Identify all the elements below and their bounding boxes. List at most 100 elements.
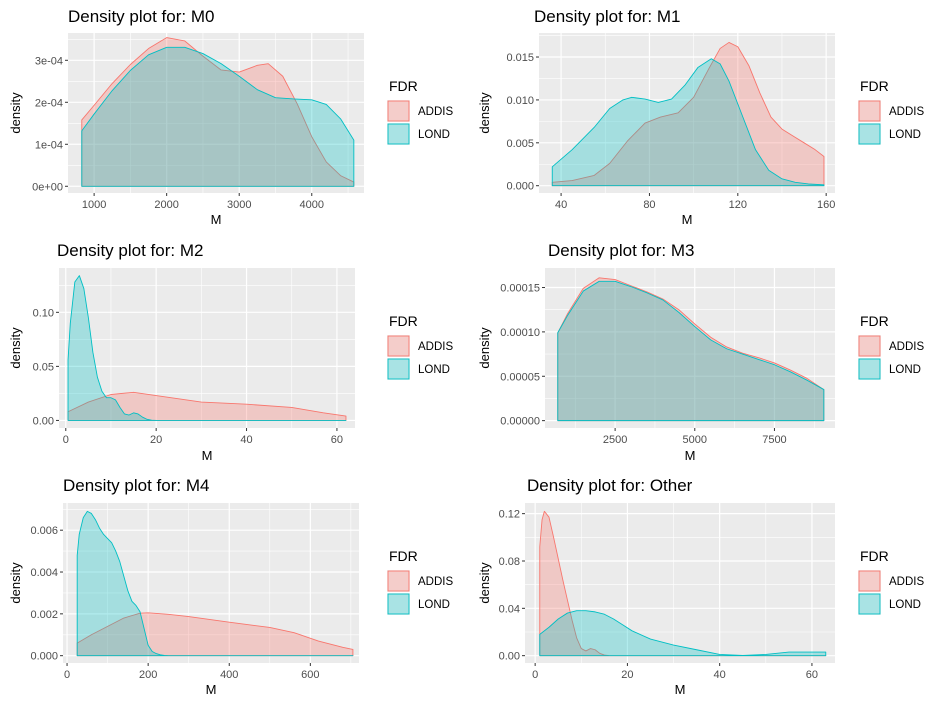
density-panel-2: 40 80 120 160 0.000 0.005 0.010 0.015 Density pl… xyxy=(477,7,924,227)
legend-key-addis xyxy=(387,570,410,592)
legend-key-addis xyxy=(858,335,881,357)
legend-label-addis: ADDIS xyxy=(889,341,924,353)
y-tick-label: 0.00010 xyxy=(500,327,540,339)
y-axis-label: density xyxy=(8,327,23,369)
legend-key-lond xyxy=(858,358,881,380)
panel-title: Density plot for: M0 xyxy=(68,7,214,26)
legend-key-lond xyxy=(387,593,410,615)
y-tick-label: 0.006 xyxy=(30,525,58,537)
legend-label-lond: LOND xyxy=(889,364,921,376)
y-tick-label: 0.000 xyxy=(30,651,58,663)
x-tick-label: 2000 xyxy=(154,199,178,211)
legend-key-lond xyxy=(858,123,881,145)
x-tick-label: 120 xyxy=(729,199,747,211)
x-tick-label: 60 xyxy=(331,434,343,446)
y-tick-label: 0.05 xyxy=(33,361,54,373)
y-tick-label: 0.015 xyxy=(506,52,534,64)
legend-label-addis: ADDIS xyxy=(418,341,453,353)
legend-key-lond xyxy=(858,593,881,615)
x-tick-label: 0 xyxy=(63,434,69,446)
legend-title: FDR xyxy=(389,78,418,94)
panel-title: Density plot for: Other xyxy=(527,476,693,495)
x-tick-label: 160 xyxy=(817,199,835,211)
legend-label-addis: ADDIS xyxy=(418,576,453,588)
y-tick-label: 0.04 xyxy=(499,603,520,615)
density-area-lond xyxy=(81,46,355,187)
y-axis-label: density xyxy=(8,92,23,134)
x-tick-label: 4000 xyxy=(300,199,324,211)
legend-key-bg xyxy=(387,100,410,122)
y-axis-label: density xyxy=(8,562,23,604)
y-tick-label: 0.004 xyxy=(30,567,58,579)
legend-key-bg xyxy=(387,358,410,380)
density-panel-3: 0 20 40 60 0.00 0.05 0.10 Density plot for: M2 M… xyxy=(8,241,453,463)
x-axis-label: M xyxy=(202,448,213,463)
y-axis-label: density xyxy=(477,92,492,134)
x-tick-label: 600 xyxy=(301,669,319,681)
legend-title: FDR xyxy=(860,78,889,94)
y-tick-label: 0.010 xyxy=(506,95,534,107)
legend-key-addis xyxy=(387,100,410,122)
x-tick-label: 60 xyxy=(806,669,818,681)
legend-key-bg xyxy=(858,100,881,122)
legend-label-addis: ADDIS xyxy=(889,106,924,118)
x-tick-label: 20 xyxy=(150,434,162,446)
legend-key-lond xyxy=(387,358,410,380)
panel-title: Density plot for: M1 xyxy=(534,7,680,26)
y-tick-label: 0.10 xyxy=(33,307,54,319)
x-tick-label: 80 xyxy=(643,199,655,211)
density-area-lond xyxy=(67,275,347,421)
panel-background xyxy=(59,268,355,428)
panel-background xyxy=(68,33,364,193)
x-tick-label: 2500 xyxy=(603,434,627,446)
y-tick-label: 0.08 xyxy=(499,556,520,568)
y-tick-label: 0.00 xyxy=(33,415,54,427)
x-tick-label: 3000 xyxy=(227,199,251,211)
density-panel-1: 1000 2000 3000 4000 0e+00 1e-04 2e-04 3e-04 Dens… xyxy=(8,7,453,227)
legend-key-bg xyxy=(387,123,410,145)
y-tick-label: 0.000 xyxy=(506,181,534,193)
legend-key-addis xyxy=(387,335,410,357)
legend-key-bg xyxy=(858,123,881,145)
density-area-addis xyxy=(557,277,825,422)
legend-key-addis xyxy=(858,100,881,122)
density-area-addis xyxy=(76,612,354,657)
density-area-lond xyxy=(557,280,825,422)
legend-title: FDR xyxy=(389,548,418,564)
legend-title: FDR xyxy=(860,548,889,564)
density-area-lond xyxy=(551,58,825,187)
x-axis-label: M xyxy=(685,448,696,463)
panel-title: Density plot for: M3 xyxy=(548,241,694,260)
density-panel-6: 0 20 40 60 0.00 0.04 0.08 0.12 Density plot for:… xyxy=(477,476,924,697)
y-tick-label: 0.00 xyxy=(499,651,520,663)
legend-key-bg xyxy=(858,335,881,357)
x-tick-label: 0 xyxy=(532,669,538,681)
x-axis-label: M xyxy=(211,212,222,227)
legend-label-addis: ADDIS xyxy=(889,576,924,588)
legend-title: FDR xyxy=(389,313,418,329)
legend-key-bg xyxy=(858,570,881,592)
y-tick-label: 1e-04 xyxy=(35,139,63,151)
x-tick-label: 7500 xyxy=(762,434,786,446)
panel-title: Density plot for: M2 xyxy=(57,241,203,260)
y-tick-label: 2e-04 xyxy=(35,97,63,109)
density-panel-4: 2500 5000 7500 0.00000 0.00005 0.00010 0.00015… xyxy=(477,241,924,463)
legend-label-lond: LOND xyxy=(418,364,450,376)
legend-key-bg xyxy=(858,593,881,615)
panel-background xyxy=(539,33,835,193)
y-axis-label: density xyxy=(477,327,492,369)
legend-label-addis: ADDIS xyxy=(418,106,453,118)
x-tick-label: 5000 xyxy=(683,434,707,446)
density-panel-5: 0 200 400 600 0.000 0.002 0.004 0.006 Density pl… xyxy=(8,476,453,697)
legend-key-addis xyxy=(858,570,881,592)
legend-key-bg xyxy=(387,593,410,615)
x-tick-label: 40 xyxy=(240,434,252,446)
legend-title: FDR xyxy=(860,313,889,329)
y-tick-label: 0.00005 xyxy=(500,371,540,383)
x-tick-label: 40 xyxy=(714,669,726,681)
